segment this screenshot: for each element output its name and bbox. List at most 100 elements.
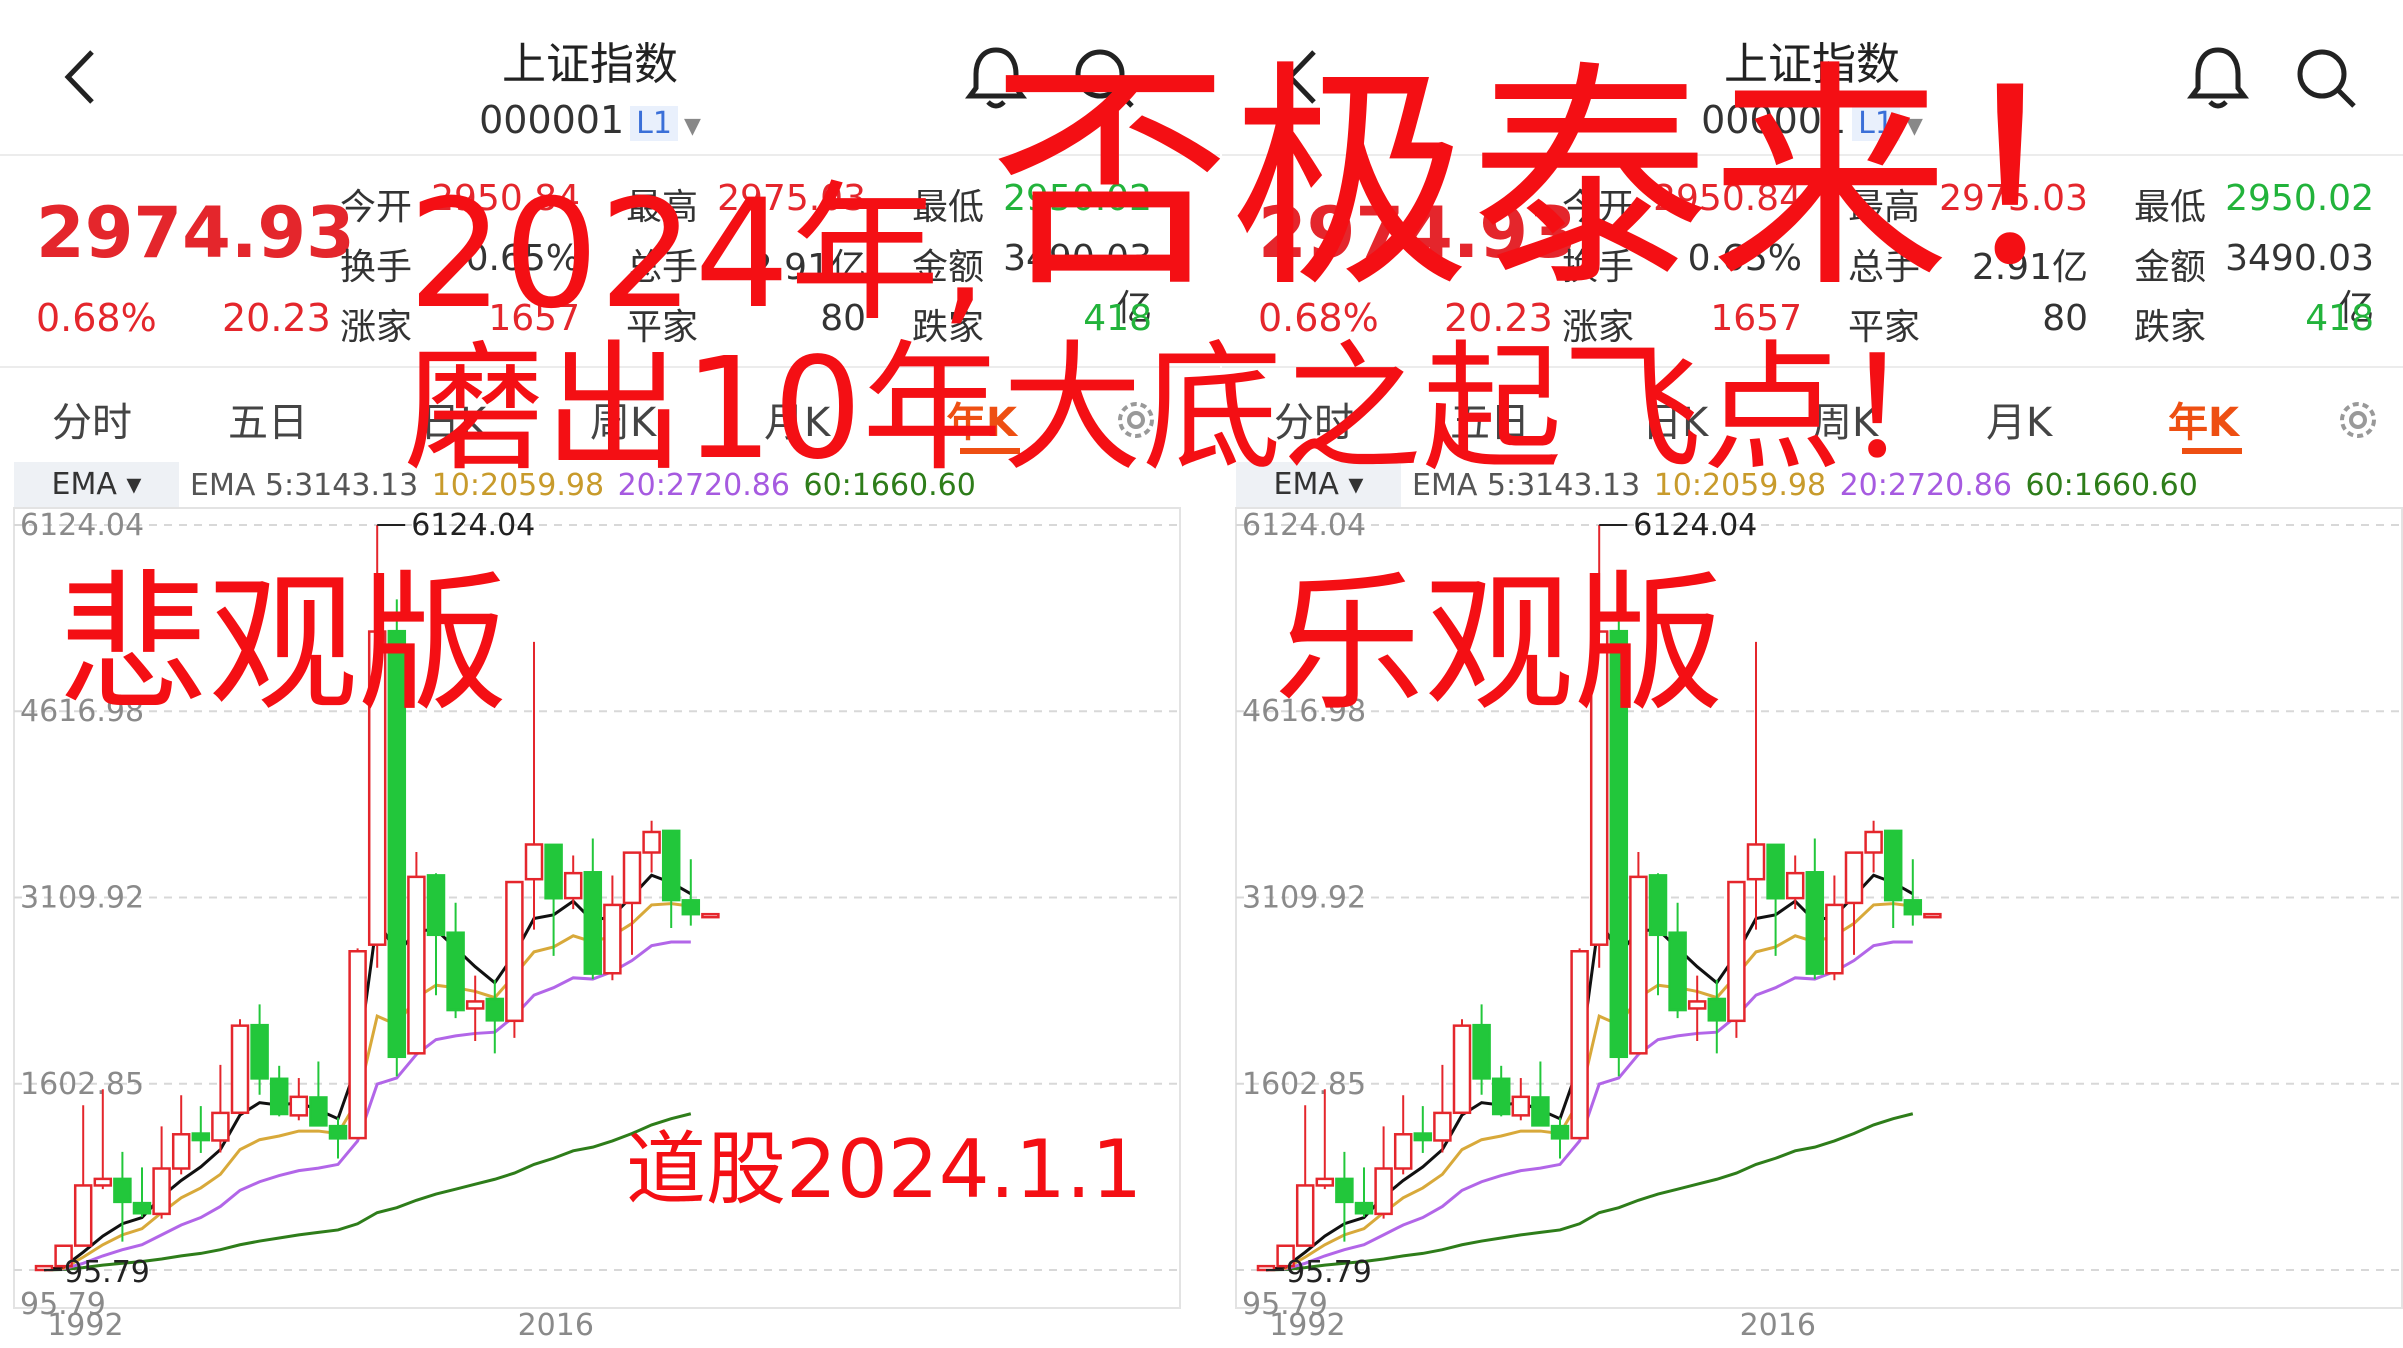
last-price: 2974.93 [1258, 192, 1577, 274]
candle-body [1805, 871, 1825, 975]
open-value: 2950.84 [1653, 178, 1802, 219]
ema-legend: EMA 5:3143.13 10:2059.98 20:2720.86 60:1… [1412, 468, 2202, 503]
page-title: 上证指数 [1724, 39, 1900, 90]
amount-label: 金额 [2134, 247, 2207, 288]
open-value: 2950.84 [431, 178, 580, 219]
candle-body [1785, 871, 1805, 900]
tab-yearly-k[interactable]: 年K [2168, 400, 2239, 446]
search-icon[interactable] [2290, 42, 2362, 114]
gear-icon[interactable] [1108, 392, 1164, 448]
active-tab-indicator [2182, 448, 2242, 454]
tab-weekly-k[interactable]: 周K [1812, 400, 1879, 446]
x-tick-label: 2016 [518, 1308, 594, 1343]
tab-weekly-k[interactable]: 周K [590, 400, 657, 446]
candle-body [348, 949, 367, 1140]
candle-body [1315, 1177, 1335, 1187]
candle-body [1452, 1024, 1472, 1115]
bell-icon[interactable] [960, 42, 1032, 114]
stock-code[interactable]: 000001 L1 ▼ [479, 98, 701, 142]
divider [0, 366, 1220, 368]
ema5-line [1265, 873, 1914, 1272]
y-tick-label: 1602.85 [20, 1067, 144, 1102]
candle-body [73, 1184, 93, 1247]
ema10-line [43, 902, 691, 1272]
volume-label: 总手 [626, 247, 699, 288]
candle-body [1609, 629, 1629, 1059]
open-label: 今开 [1562, 187, 1635, 228]
candle-body [93, 1177, 113, 1187]
turnover-label: 换手 [1562, 247, 1635, 288]
y-tick-label: 6124.04 [20, 508, 144, 543]
low-label: 最低 [912, 187, 985, 228]
candle-body [603, 903, 622, 975]
ema10-value: 10:2059.98 [431, 468, 605, 503]
candle-body [426, 874, 446, 937]
ema60-line [43, 1112, 692, 1272]
stock-panel-right: 上证指数 000001 L1 ▼ 2974.93 0.68% 20.23 今开 29… [1222, 0, 2403, 1348]
candle-body [230, 1024, 250, 1115]
ema60-value: 60:1660.60 [2025, 468, 2198, 503]
tab-five-day[interactable]: 五日 [1450, 400, 1530, 446]
x-tick-label: 1992 [47, 1308, 123, 1343]
candle-body [1707, 997, 1727, 1022]
tab-daily-k[interactable]: 日K [420, 400, 487, 446]
source-note: 道股2024.1.1 [626, 1123, 1143, 1216]
tab-monthly-k[interactable]: 月K [1986, 400, 2053, 446]
ema5-line [43, 873, 692, 1272]
candle-body [1374, 1167, 1393, 1216]
gear-icon[interactable] [2330, 392, 2386, 448]
tab-five-day[interactable]: 五日 [228, 400, 308, 446]
tab-monthly-k[interactable]: 月K [764, 400, 831, 446]
change-amount: 20.23 [222, 296, 331, 340]
candle-body [1589, 630, 1609, 946]
tab-intraday[interactable]: 分时 [1274, 400, 1354, 446]
level-badge: L1 [1852, 106, 1900, 141]
advancers-label: 涨家 [340, 307, 413, 348]
ema-selector[interactable]: EMA ▾ [14, 462, 179, 508]
divider [1222, 154, 2403, 156]
tab-daily-k[interactable]: 日K [1642, 400, 1709, 446]
stock-code[interactable]: 000001 L1 ▼ [1701, 98, 1923, 142]
low-value: 2950.02 [2225, 178, 2374, 219]
candle-body [1844, 851, 1864, 905]
optimistic-label: 乐观版 [1274, 558, 1725, 732]
candle-body [211, 1111, 230, 1142]
back-arrow-icon[interactable] [1270, 42, 1340, 112]
candle-body [563, 871, 583, 900]
tab-intraday[interactable]: 分时 [52, 400, 132, 446]
candle-body [1570, 949, 1589, 1140]
candle-body [309, 1096, 328, 1127]
change-amount: 20.23 [1444, 296, 1553, 340]
y-tick-label: 3109.92 [1242, 880, 1366, 915]
amount-value: 3490.03亿 [1003, 238, 1152, 329]
bell-icon[interactable] [2182, 42, 2254, 114]
advancers-value: 1657 [488, 298, 580, 339]
back-arrow-icon[interactable] [48, 42, 118, 112]
turnover-label: 换手 [340, 247, 413, 288]
unchanged-value: 80 [2042, 298, 2088, 339]
ema20-value: 20:2720.86 [617, 468, 790, 503]
candle-body [289, 1095, 309, 1117]
tab-yearly-k[interactable]: 年K [946, 400, 1017, 446]
divider [0, 154, 1220, 156]
candle-body [1766, 843, 1785, 900]
ema-selector[interactable]: EMA ▾ [1236, 462, 1401, 508]
low-value: 2950.02 [1003, 178, 1152, 219]
candle-body [1864, 830, 1883, 854]
x-tick-label: 1992 [1269, 1308, 1345, 1343]
open-label: 今开 [340, 187, 413, 228]
candle-body [622, 851, 642, 905]
high-label: 最高 [1848, 187, 1921, 228]
max-label: 6124.04 [411, 508, 535, 543]
search-icon[interactable] [1068, 42, 1140, 114]
level-badge: L1 [630, 106, 678, 141]
candle-body [1903, 899, 1923, 916]
min-label: 95.79 [64, 1255, 150, 1290]
candle-body [681, 899, 701, 916]
pessimistic-label: 悲观版 [58, 558, 509, 732]
candle-body [1629, 875, 1648, 1055]
candle-body [1491, 1077, 1511, 1116]
candle-body [328, 1124, 348, 1140]
